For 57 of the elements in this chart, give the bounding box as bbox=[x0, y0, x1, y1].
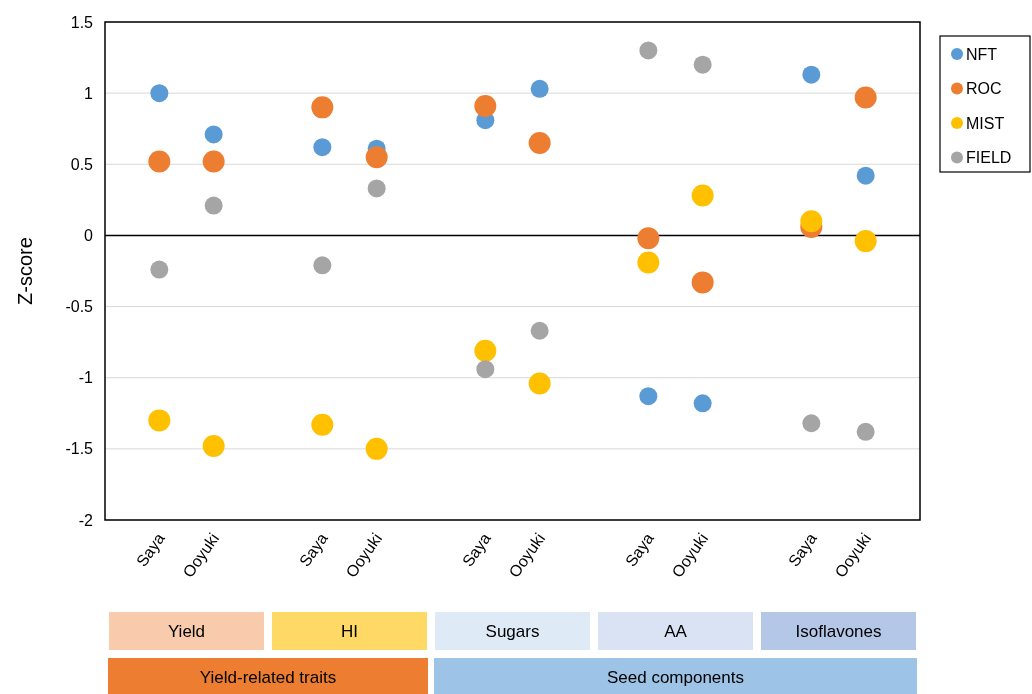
text: Sugars bbox=[485, 621, 540, 641]
point bbox=[854, 86, 877, 109]
legend-label: FIELD bbox=[966, 149, 1012, 167]
point bbox=[528, 372, 551, 395]
point bbox=[637, 227, 660, 250]
text: AA bbox=[664, 621, 688, 641]
point bbox=[367, 179, 386, 198]
point bbox=[148, 150, 171, 173]
text: Seed components bbox=[606, 667, 745, 687]
point bbox=[693, 394, 712, 413]
point bbox=[204, 196, 223, 215]
point bbox=[311, 413, 334, 436]
point bbox=[150, 260, 169, 279]
point bbox=[530, 321, 549, 340]
point bbox=[204, 125, 223, 144]
point bbox=[800, 210, 823, 233]
text: Yield-related traits bbox=[199, 667, 337, 687]
legend-label: ROC bbox=[966, 80, 1002, 98]
y-tick-label: 0.5 bbox=[70, 155, 94, 173]
point bbox=[150, 84, 169, 103]
legend-label: NFT bbox=[966, 45, 998, 63]
point bbox=[639, 41, 658, 60]
point bbox=[693, 55, 712, 74]
point bbox=[639, 387, 658, 406]
legend-label: MIST bbox=[966, 114, 1005, 132]
point bbox=[802, 414, 821, 433]
point bbox=[691, 271, 714, 294]
point bbox=[856, 166, 875, 185]
text: HI bbox=[341, 621, 358, 641]
point bbox=[530, 79, 549, 98]
point bbox=[854, 230, 877, 253]
point bbox=[474, 339, 497, 362]
point bbox=[313, 256, 332, 275]
point bbox=[148, 409, 171, 432]
point bbox=[365, 437, 388, 460]
point bbox=[311, 96, 334, 119]
point bbox=[476, 360, 495, 379]
y-tick-label: -2 bbox=[78, 511, 94, 529]
point bbox=[313, 138, 332, 157]
point bbox=[528, 131, 551, 154]
point bbox=[202, 150, 225, 173]
point bbox=[474, 94, 497, 117]
y-tick-label: 1.5 bbox=[70, 13, 94, 31]
point bbox=[802, 65, 821, 84]
point bbox=[691, 184, 714, 207]
text: Isoflavones bbox=[795, 621, 882, 641]
text: Yield bbox=[167, 621, 206, 641]
y-tick-label: 1 bbox=[84, 84, 94, 102]
y-tick-label: -1 bbox=[78, 369, 94, 387]
point bbox=[856, 422, 875, 441]
y-tick-label: 0 bbox=[84, 227, 94, 245]
y-tick-label: -1.5 bbox=[65, 440, 94, 458]
y-tick-label: -0.5 bbox=[65, 298, 94, 316]
y-axis-title: Z-score bbox=[14, 237, 36, 305]
point bbox=[202, 435, 225, 458]
point bbox=[637, 251, 660, 274]
point bbox=[365, 146, 388, 169]
